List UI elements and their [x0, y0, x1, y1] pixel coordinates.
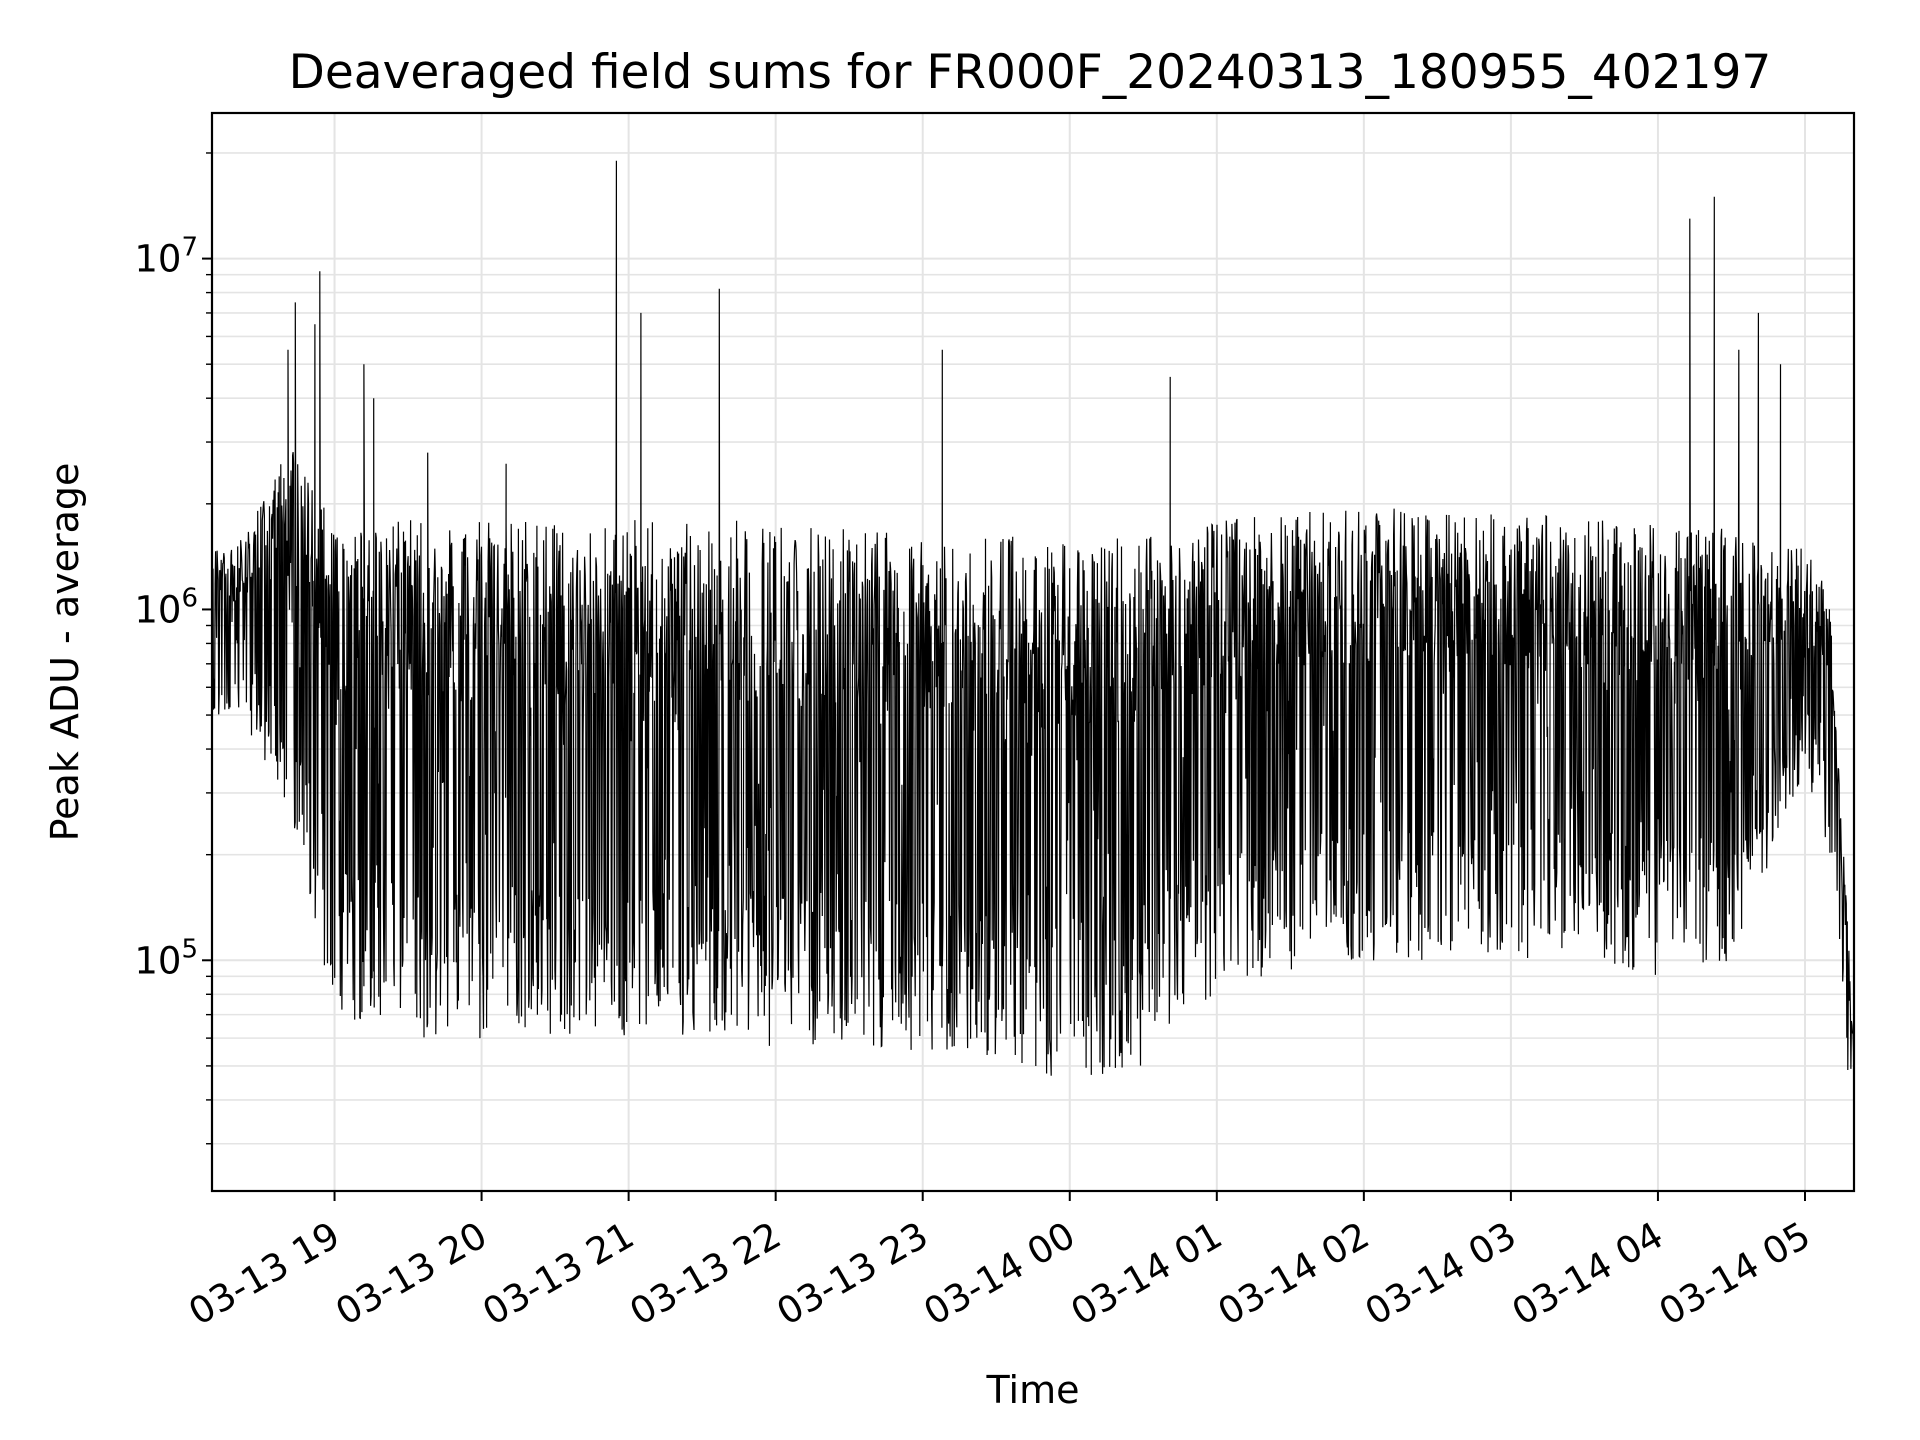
y-tick-label: 105 — [134, 934, 198, 982]
series-line — [212, 160, 1854, 1114]
series-trace — [212, 160, 1854, 1114]
y-axis-label: Peak ADU - average — [43, 463, 87, 842]
y-tick-label: 107 — [134, 233, 198, 281]
y-tick-label: 106 — [134, 583, 198, 631]
x-axis-label: Time — [986, 1368, 1080, 1412]
plot-area-frame — [210, 111, 1856, 1193]
chart-title: Deaveraged field sums for FR000F_2024031… — [289, 45, 1772, 100]
